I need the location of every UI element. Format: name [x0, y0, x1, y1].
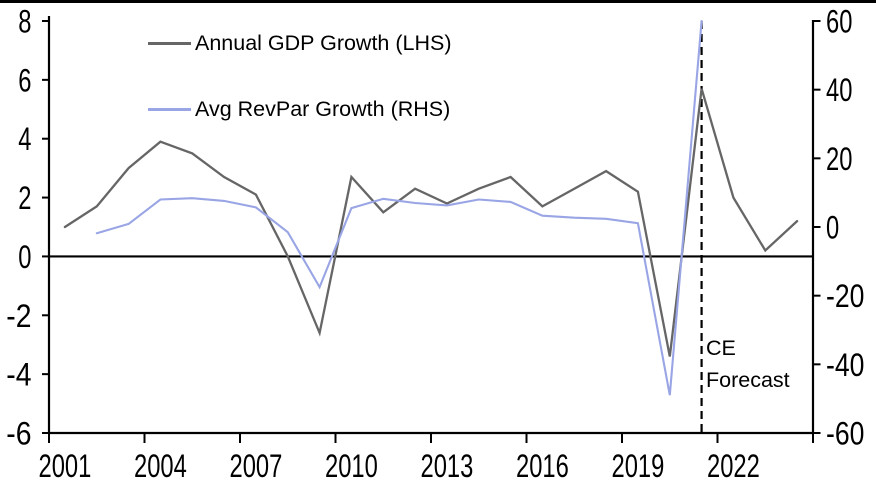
left-axis-tick-label: 6: [18, 62, 31, 98]
right-axis-tick-label: 20: [826, 141, 852, 177]
revpar-line: [95, 19, 703, 396]
left-axis-tick-label: -6: [6, 416, 31, 452]
ce-forecast-line2: Forecast: [706, 368, 790, 392]
legend-gdp-label: Annual GDP Growth (LHS): [195, 31, 452, 55]
left-axis-tick-label: 4: [18, 121, 31, 157]
ce-forecast-annotation: CE Forecast: [706, 332, 790, 396]
x-axis-year-label: 2010: [325, 448, 378, 482]
legend-gdp-line-swatch: [148, 42, 191, 45]
x-axis-year-label: 2001: [39, 448, 92, 482]
right-axis-tick-label: 60: [826, 4, 852, 40]
x-axis-year-label: 2022: [707, 448, 760, 482]
legend-revpar-label: Avg RevPar Growth (RHS): [195, 97, 451, 121]
right-axis-tick-label: -40: [826, 347, 864, 383]
left-axis-tick-label: 8: [18, 4, 31, 40]
gdp-line: [63, 88, 799, 357]
left-axis-tick-label: 0: [18, 239, 31, 275]
x-axis-year-label: 2013: [421, 448, 474, 482]
x-axis-year-label: 2016: [516, 448, 569, 482]
chart-top-border: [0, 0, 876, 3]
legend-revpar-line-swatch: [148, 108, 191, 111]
x-axis-year-label: 2007: [230, 448, 283, 482]
right-axis-tick-label: 40: [826, 72, 852, 108]
left-axis-tick-label: 2: [18, 180, 31, 216]
x-axis-year-label: 2004: [134, 448, 187, 482]
left-axis-tick-label: -4: [6, 357, 31, 393]
left-axis-tick-label: -2: [6, 298, 31, 334]
ce-forecast-line1: CE: [706, 336, 736, 360]
right-axis-tick-label: -20: [826, 278, 864, 314]
right-axis-tick-label: 0: [826, 210, 839, 246]
right-axis-tick-label: -60: [826, 416, 864, 452]
x-axis-year-label: 2019: [612, 448, 665, 482]
